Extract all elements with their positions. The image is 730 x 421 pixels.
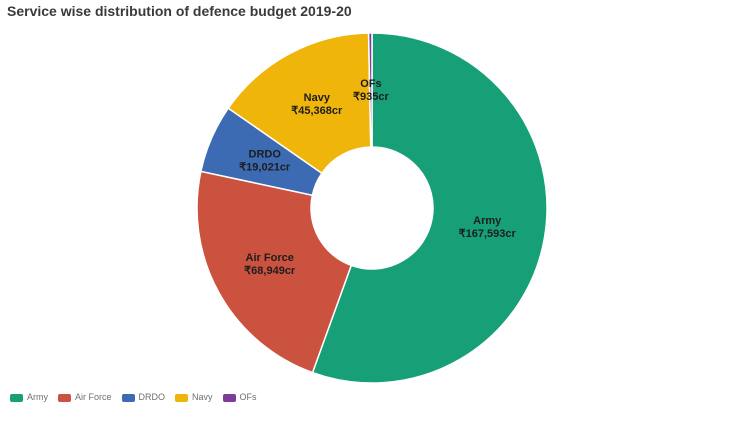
legend-label-army: Army — [27, 392, 48, 402]
legend-swatch-army — [10, 393, 23, 402]
legend-swatch-ofs — [222, 393, 236, 402]
legend-swatch-air-force — [58, 393, 71, 402]
slice-label-army: Army ₹167,593cr — [459, 215, 517, 240]
legend-label-air-force: Air Force — [75, 392, 112, 402]
chart-legend: Army Air Force DRDO Navy OFs — [10, 393, 257, 402]
legend-item-army[interactable]: Army — [10, 393, 48, 402]
legend-label-navy: Navy — [192, 392, 213, 402]
slice-label-drdo: DRDO ₹19,021cr — [239, 149, 291, 174]
legend-swatch-navy — [175, 393, 189, 402]
slice-label-ofs: OFs ₹935cr — [353, 78, 389, 103]
legend-item-air-force[interactable]: Air Force — [58, 393, 112, 402]
chart-title: Service wise distribution of defence bud… — [7, 3, 352, 19]
donut-slice-air-force[interactable] — [196, 170, 353, 374]
slice-label-air-force: Air Force ₹68,949cr — [244, 252, 296, 277]
legend-label-drdo: DRDO — [138, 392, 166, 402]
legend-swatch-drdo — [121, 393, 135, 402]
legend-item-navy[interactable]: Navy — [175, 393, 213, 402]
legend-label-ofs: OFs — [239, 392, 257, 402]
donut-slice-army[interactable] — [311, 32, 548, 384]
legend-item-ofs[interactable]: OFs — [222, 392, 257, 402]
donut-slice-ofs[interactable] — [367, 32, 373, 148]
donut-slice-navy[interactable] — [227, 32, 372, 175]
legend-item-drdo[interactable]: DRDO — [121, 392, 166, 402]
slice-label-navy: Navy ₹45,368cr — [291, 92, 343, 117]
